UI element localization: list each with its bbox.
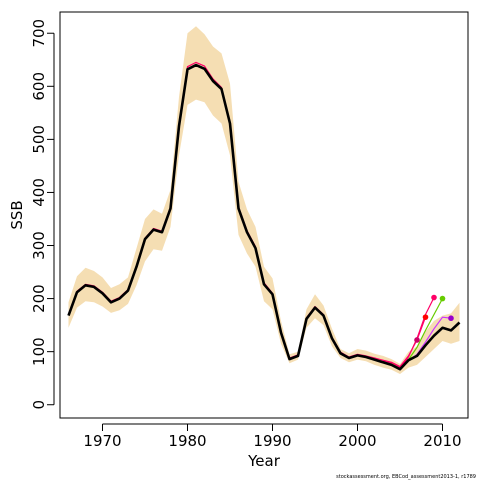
end-point-2011 (448, 315, 454, 322)
series-layer (67, 61, 461, 371)
x-tick-label: 1990 (253, 432, 291, 450)
footer-credit: stockassessment.org, EBCod_assessment201… (336, 474, 476, 480)
y-axis-title: SSB (8, 200, 26, 229)
x-tick-label: 1970 (83, 432, 121, 450)
y-tick-label: 400 (30, 178, 48, 207)
y-tick-label: 100 (30, 337, 48, 366)
x-tick-label: 1980 (168, 432, 206, 450)
end-points-layer (414, 294, 454, 343)
y-axis: 0 100 200 300 400 500 600 700 (30, 19, 55, 410)
y-tick-label: 500 (30, 125, 48, 154)
series-line-final (67, 63, 461, 371)
y-tick-label: 600 (30, 72, 48, 101)
x-tick-label: 2010 (423, 432, 461, 450)
y-tick-label: 200 (30, 284, 48, 313)
y-tick-label: 300 (30, 231, 48, 260)
y-tick-label: 700 (30, 19, 48, 48)
end-point-2008 (422, 314, 429, 320)
y-tick-label: 0 (30, 400, 48, 410)
x-tick-label: 2000 (338, 432, 376, 450)
x-axis: 1970 1980 1990 2000 2010 (83, 423, 462, 450)
end-point-2009 (431, 294, 437, 301)
end-point-2007 (414, 337, 420, 343)
end-point-2010 (439, 295, 446, 302)
plot-frame (59, 11, 469, 419)
x-axis-title: Year (247, 452, 281, 470)
